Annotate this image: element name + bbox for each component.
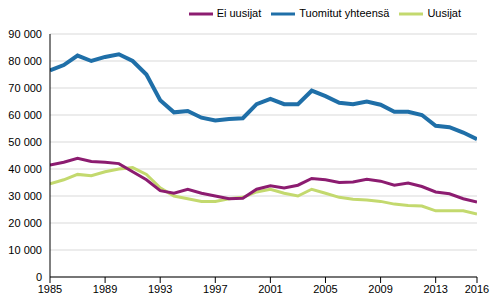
svg-text:1985: 1985 <box>38 283 62 295</box>
svg-text:1989: 1989 <box>93 283 117 295</box>
svg-text:80 000: 80 000 <box>8 55 42 67</box>
svg-text:40 000: 40 000 <box>8 163 42 175</box>
svg-text:10 000: 10 000 <box>8 244 42 256</box>
svg-text:70 000: 70 000 <box>8 82 42 94</box>
svg-text:2016: 2016 <box>465 283 483 295</box>
svg-text:2013: 2013 <box>423 283 447 295</box>
html-text:Tuomitut yhteensä: Tuomitut yhteensä <box>299 6 390 19</box>
svg-text:0: 0 <box>36 271 42 283</box>
svg-text:1993: 1993 <box>148 283 172 295</box>
svg-text:1997: 1997 <box>203 283 227 295</box>
svg-text:2009: 2009 <box>368 283 392 295</box>
html-text:Uusijat: Uusijat <box>427 6 461 19</box>
svg-text:2005: 2005 <box>313 283 337 295</box>
svg-text:2001: 2001 <box>258 283 282 295</box>
svg-text:90 000: 90 000 <box>8 28 42 40</box>
svg-text:20 000: 20 000 <box>8 217 42 229</box>
html-text:Ei uusijat: Ei uusijat <box>216 6 262 19</box>
svg-text:30 000: 30 000 <box>8 190 42 202</box>
svg-text:50 000: 50 000 <box>8 136 42 148</box>
svg-text:60 000: 60 000 <box>8 109 42 121</box>
